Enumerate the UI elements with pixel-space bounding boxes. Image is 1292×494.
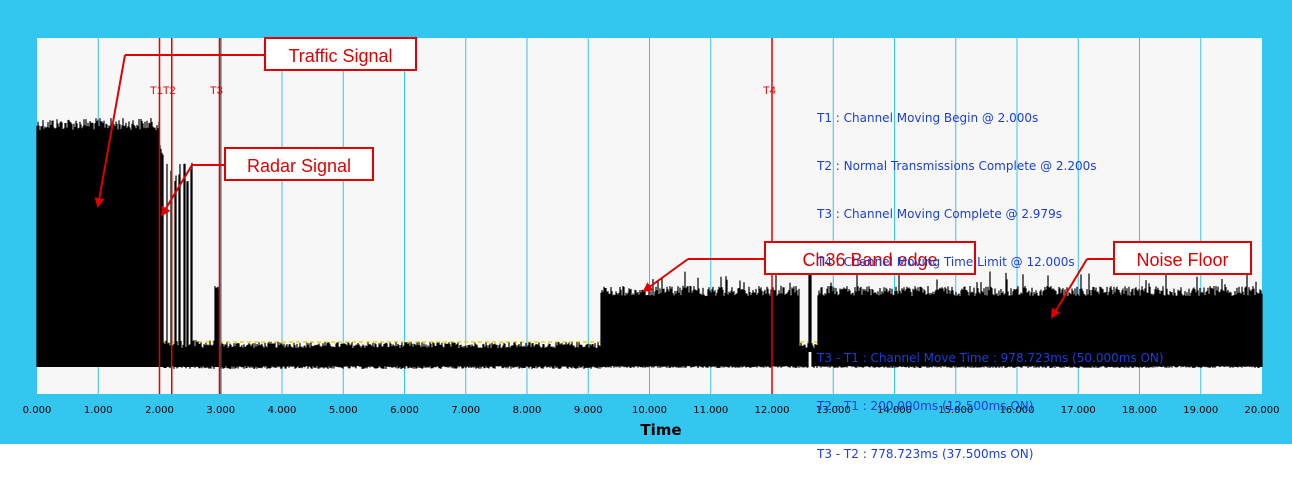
band-edge-arrow: [642, 258, 689, 293]
x-tick-labels: 0.000 1.000 2.000 3.000 4.000 5.000 6.000 7.000…: [23, 405, 1280, 416]
noise-arrow: [1050, 258, 1088, 319]
traffic-arrow: [94, 54, 126, 208]
x-tick-label: 14.000: [877, 405, 912, 416]
x-axis-title: Time: [640, 421, 682, 439]
info-line: T1 : Channel Moving Begin @ 2.000s: [817, 111, 1039, 125]
x-tick-label: 1.000: [84, 405, 113, 416]
info-line: T2 : Normal Transmissions Complete @ 2.2…: [817, 159, 1097, 173]
x-tick-label: 2.000: [145, 405, 174, 416]
x-tick-label: 17.000: [1061, 405, 1096, 416]
marker-label-t3: T3: [210, 85, 223, 97]
signal-trace: [36, 118, 1263, 369]
info-line: T3 - T1 : Channel Move Time : 978.723ms …: [817, 351, 1164, 365]
x-tick-label: 7.000: [451, 405, 480, 416]
annotation-traffic-signal: Traffic Signal: [264, 37, 417, 71]
x-tick-label: 5.000: [329, 405, 358, 416]
annotation-radar-signal: Radar Signal: [224, 147, 374, 181]
marker-lines: [158, 38, 773, 394]
info-line: T4 : Channel Moving Time Limit @ 12.000s: [817, 255, 1075, 269]
info-line: T2 - T1 : 200.000ms (12.500ms ON): [817, 399, 1034, 413]
annotation-band-edge: Ch36 Band edge: [764, 241, 976, 275]
marker-label-t4: T4: [763, 85, 776, 97]
x-tick-label: 4.000: [268, 405, 297, 416]
signal-path: [36, 118, 1263, 369]
x-tick-label: 9.000: [574, 405, 603, 416]
x-tick-label: 8.000: [513, 405, 542, 416]
x-tick-label: 12.000: [755, 405, 790, 416]
x-tick-label: 10.000: [632, 405, 667, 416]
x-tick-label: 11.000: [693, 405, 728, 416]
annotation-noise-floor: Noise Floor: [1113, 241, 1252, 275]
x-tick-label: 15.000: [938, 405, 973, 416]
info-line: [817, 302, 1164, 318]
x-tick-label: 6.000: [390, 405, 419, 416]
x-tick-label: 18.000: [1122, 405, 1157, 416]
x-tick-label: 16.000: [1000, 405, 1035, 416]
x-tick-label: 20.000: [1245, 405, 1280, 416]
x-tick-label: 0.000: [23, 405, 52, 416]
info-line: T3 - T2 : 778.723ms (37.500ms ON): [817, 447, 1034, 461]
x-tick-label: 3.000: [206, 405, 235, 416]
x-tick-label: 19.000: [1183, 405, 1218, 416]
plot-area: 0.000 1.000 2.000 3.000 4.000 5.000 6.000 7.000…: [0, 0, 1292, 444]
radar-arrow-1: [160, 164, 193, 217]
info-text-block: T1 : Channel Moving Begin @ 2.000s T2 : …: [817, 78, 1164, 494]
chart-frame: 0.000 1.000 2.000 3.000 4.000 5.000 6.000 7.000…: [0, 0, 1292, 461]
x-tick-label: 13.000: [816, 405, 851, 416]
annotation-arrows: [94, 54, 1113, 319]
info-line: T3 : Channel Moving Complete @ 2.979s: [817, 207, 1062, 221]
marker-label-t1t2: T1T2: [150, 85, 176, 97]
